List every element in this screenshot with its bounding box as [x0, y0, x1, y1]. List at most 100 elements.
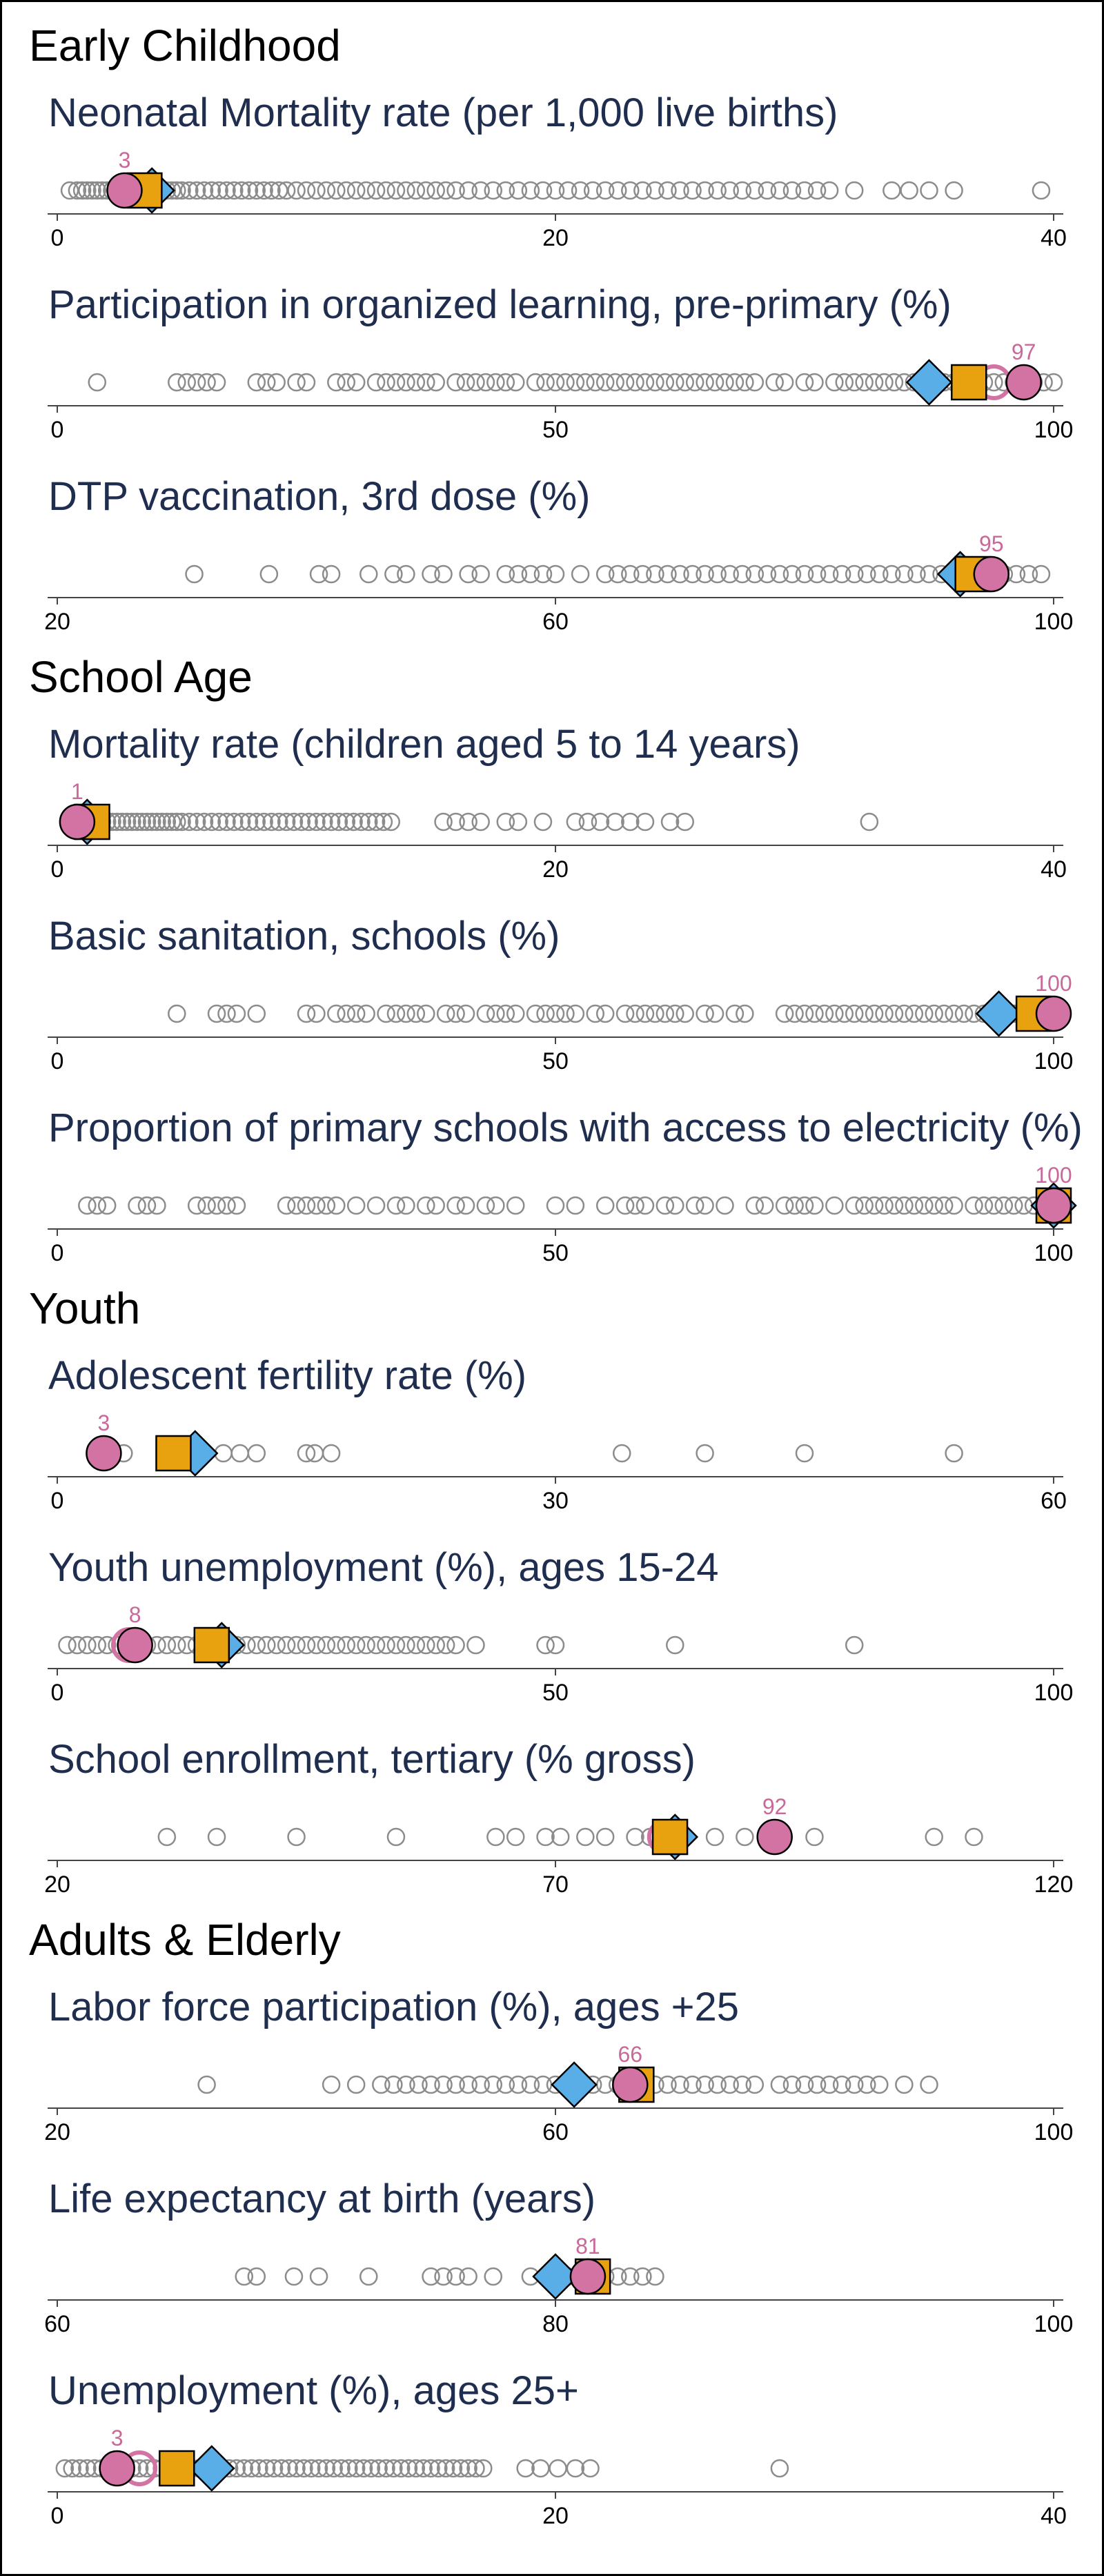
distribution-point [609, 564, 627, 584]
x-tick-label: 100 [1034, 609, 1074, 635]
section-title: Adults & Elderly [29, 1915, 341, 1965]
highlight-value-label: 66 [618, 2042, 643, 2067]
distribution-point [197, 373, 216, 392]
distribution-point [168, 1004, 186, 1023]
square-marker [155, 1435, 192, 1472]
distribution-point [247, 2267, 266, 2286]
distribution-point [531, 2459, 550, 2478]
distribution-point [925, 1827, 943, 1847]
distribution-point [386, 1004, 406, 1023]
distribution-point [377, 1004, 395, 1023]
distribution-point [459, 564, 477, 584]
distribution-point [496, 181, 515, 200]
distribution-point [685, 373, 704, 392]
distribution-point [337, 1635, 356, 1655]
distribution-point [68, 1635, 87, 1655]
distribution-point [230, 1444, 249, 1463]
distribution-point [162, 812, 181, 832]
highlight-value-label: 100 [1035, 1163, 1072, 1188]
distribution-point [346, 2459, 366, 2478]
distribution-point [860, 812, 879, 832]
distribution-point [615, 1196, 635, 1215]
distribution-point [262, 812, 281, 832]
distribution-point [195, 181, 214, 200]
distribution-point [795, 181, 814, 200]
distribution-point [247, 373, 266, 392]
distribution-point [426, 181, 445, 200]
distribution-point [277, 1635, 296, 1655]
distribution-point [566, 1196, 585, 1215]
distribution-point [571, 564, 590, 584]
distribution-point [536, 1004, 555, 1023]
distribution-point [558, 181, 578, 200]
distribution-point [775, 373, 794, 392]
distribution-point [297, 1004, 316, 1023]
square-marker [193, 1626, 230, 1664]
distribution-point [758, 181, 777, 200]
distribution-point [168, 812, 186, 832]
x-tick-label: 100 [1034, 1680, 1074, 1706]
distribution-point [845, 181, 864, 200]
distribution-point [270, 181, 288, 200]
distribution-point [571, 181, 590, 200]
distribution-point [855, 373, 874, 392]
distribution-point [536, 1635, 555, 1655]
distribution-point [287, 2459, 306, 2478]
distribution-point [202, 812, 221, 832]
distribution-point [456, 373, 475, 392]
distribution-point [549, 2459, 567, 2478]
distribution-point [112, 812, 132, 832]
distribution-point [309, 2459, 328, 2478]
distribution-point [755, 1196, 774, 1215]
distribution-point [247, 1444, 266, 1463]
distribution-point [386, 1196, 406, 1215]
distribution-point [142, 812, 161, 832]
distribution-point [621, 812, 640, 832]
indicator-panel: Life expectancy at birth (years) 60 80 100 8… [44, 2176, 1073, 2337]
distribution-point [683, 181, 702, 200]
distribution-point [795, 373, 814, 392]
distribution-point [332, 2459, 351, 2478]
distribution-point [123, 812, 141, 832]
distribution-point [72, 181, 92, 200]
distribution-point [646, 181, 664, 200]
highlight-circle-marker [86, 1435, 122, 1472]
distribution-point [187, 181, 206, 200]
distribution-point [83, 181, 101, 200]
distribution-point [885, 1196, 904, 1215]
distribution-point [1032, 564, 1051, 584]
distribution-point [157, 1635, 177, 1655]
distribution-point [509, 564, 528, 584]
distribution-point [78, 2459, 97, 2478]
distribution-point [660, 812, 680, 832]
distribution-point [666, 373, 684, 392]
distribution-point [399, 2459, 418, 2478]
distribution-point [352, 812, 371, 832]
distribution-point [369, 2459, 388, 2478]
distribution-point [683, 564, 702, 584]
distribution-point [148, 812, 166, 832]
distribution-point [835, 373, 854, 392]
distribution-point [476, 1004, 495, 1023]
distribution-point [292, 812, 311, 832]
distribution-point [436, 1635, 455, 1655]
distribution-point [566, 1004, 585, 1023]
section-title: Early Childhood [29, 21, 341, 70]
x-tick-label: 20 [542, 2503, 569, 2529]
distribution-point [895, 2075, 914, 2094]
distribution-point [357, 1635, 375, 1655]
distribution-point [496, 2075, 515, 2094]
x-tick-label: 100 [1034, 2119, 1074, 2145]
x-tick-label: 60 [542, 2119, 569, 2145]
x-tick-label: 40 [1041, 225, 1067, 251]
distribution-point [875, 1004, 894, 1023]
distribution-point [770, 2459, 789, 2478]
distribution-point [187, 373, 206, 392]
distribution-point [466, 373, 485, 392]
distribution-point [595, 1196, 615, 1215]
panel-title: Labor force participation (%), ages +25 [48, 1985, 739, 2029]
panel-title: Mortality rate (children aged 5 to 14 ye… [48, 722, 800, 767]
distribution-point [733, 2075, 751, 2094]
distribution-point [78, 1635, 97, 1655]
diamond-marker [975, 990, 1023, 1037]
